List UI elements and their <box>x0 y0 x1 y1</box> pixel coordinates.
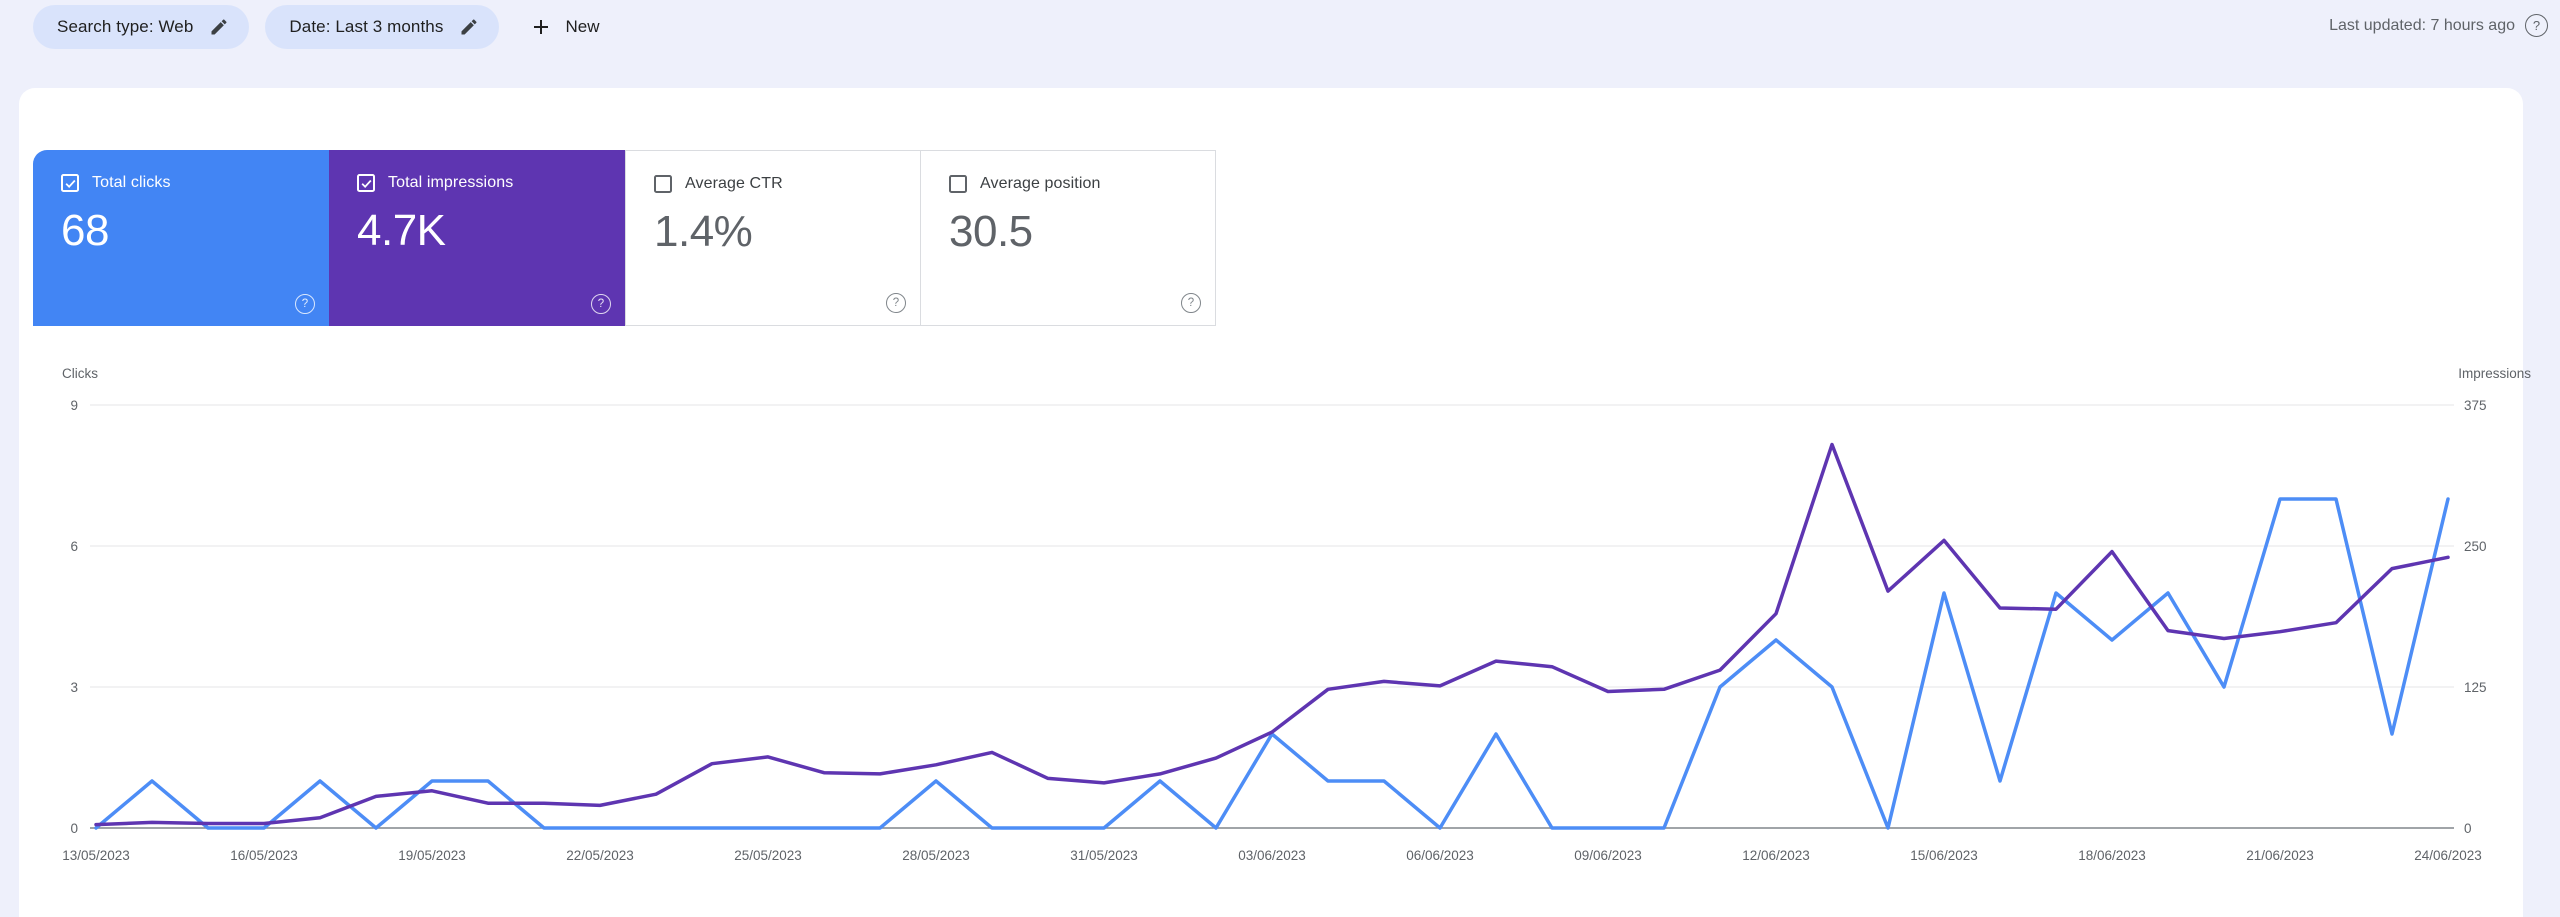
right-axis-tick: 125 <box>2464 680 2487 695</box>
x-tick-label: 03/06/2023 <box>1238 848 1306 863</box>
performance-panel: Total clicks 68 ? Total impressions 4.7K… <box>19 88 2523 917</box>
x-tick-label: 22/05/2023 <box>566 848 634 863</box>
clicks-line <box>94 497 2450 830</box>
help-icon[interactable]: ? <box>886 293 906 313</box>
checkmark-icon <box>65 179 75 188</box>
checkbox-checked-icon[interactable] <box>61 174 79 192</box>
average-ctr-card[interactable]: Average CTR 1.4% ? <box>625 150 921 326</box>
new-filter-button[interactable]: New <box>515 5 613 49</box>
date-range-chip-label: Date: Last 3 months <box>289 17 444 36</box>
metric-label: Total impressions <box>388 174 514 191</box>
chart-area: 0 3 6 9 0 125 250 375 Clicks Impressions 13/05/202… <box>0 340 2560 885</box>
edit-pencil-icon[interactable] <box>459 17 479 37</box>
help-icon[interactable]: ? <box>2525 14 2548 37</box>
x-tick-label: 19/05/2023 <box>398 848 466 863</box>
left-axis-tick: 6 <box>70 539 78 554</box>
metric-value: 68 <box>61 206 109 255</box>
x-tick-label: 09/06/2023 <box>1574 848 1642 863</box>
search-type-chip[interactable]: Search type: Web <box>33 5 250 49</box>
top-bar: Search type: Web Date: Last 3 months New… <box>0 0 2560 56</box>
x-tick-label: 31/05/2023 <box>1070 848 1138 863</box>
date-range-chip[interactable]: Date: Last 3 months <box>265 5 500 49</box>
x-tick-label: 13/05/2023 <box>62 848 130 863</box>
checkbox-unchecked-icon[interactable] <box>654 175 672 193</box>
checkbox-unchecked-icon[interactable] <box>949 175 967 193</box>
right-axis-tick: 250 <box>2464 539 2487 554</box>
x-tick-label: 25/05/2023 <box>734 848 802 863</box>
left-axis-tick: 9 <box>70 398 78 413</box>
metric-cards: Total clicks 68 ? Total impressions 4.7K… <box>33 150 1216 326</box>
search-type-chip-label: Search type: Web <box>57 17 194 36</box>
edit-pencil-icon[interactable] <box>209 17 229 37</box>
x-tick-label: 24/06/2023 <box>2414 848 2482 863</box>
last-updated: Last updated: 7 hours ago ? <box>2329 14 2548 37</box>
new-filter-label: New <box>565 17 600 36</box>
metric-label: Total clicks <box>92 174 171 191</box>
metric-value: 30.5 <box>949 207 1033 256</box>
metric-value: 4.7K <box>357 206 446 255</box>
right-axis-tick: 0 <box>2464 821 2472 836</box>
left-axis-title: Clicks <box>62 366 98 381</box>
help-icon[interactable]: ? <box>591 294 611 314</box>
x-tick-label: 16/05/2023 <box>230 848 298 863</box>
x-tick-label: 06/06/2023 <box>1406 848 1474 863</box>
impressions-line <box>94 442 2450 827</box>
x-tick-label: 18/06/2023 <box>2078 848 2146 863</box>
x-tick-label: 28/05/2023 <box>902 848 970 863</box>
checkbox-checked-icon[interactable] <box>357 174 375 192</box>
x-tick-label: 12/06/2023 <box>1742 848 1810 863</box>
x-tick-label: 15/06/2023 <box>1910 848 1978 863</box>
right-axis-title: Impressions <box>2458 366 2531 381</box>
help-icon[interactable]: ? <box>295 294 315 314</box>
metric-label: Average CTR <box>685 175 783 192</box>
help-icon[interactable]: ? <box>1181 293 1201 313</box>
right-axis-tick: 375 <box>2464 398 2487 413</box>
performance-chart[interactable]: 0 3 6 9 0 125 250 375 Clicks Impressions 13/05/202… <box>0 340 2560 885</box>
last-updated-text: Last updated: 7 hours ago <box>2329 16 2515 34</box>
total-impressions-card[interactable]: Total impressions 4.7K ? <box>329 150 625 326</box>
average-position-card[interactable]: Average position 30.5 ? <box>920 150 1216 326</box>
metric-label: Average position <box>980 175 1101 192</box>
metric-value: 1.4% <box>654 207 753 256</box>
left-axis-tick: 0 <box>70 821 78 836</box>
total-clicks-card[interactable]: Total clicks 68 ? <box>33 150 329 326</box>
checkmark-icon <box>361 179 371 188</box>
plus-icon <box>529 15 553 39</box>
x-tick-label: 21/06/2023 <box>2246 848 2314 863</box>
filter-chips: Search type: Web Date: Last 3 months New <box>33 5 613 49</box>
left-axis-tick: 3 <box>70 680 78 695</box>
